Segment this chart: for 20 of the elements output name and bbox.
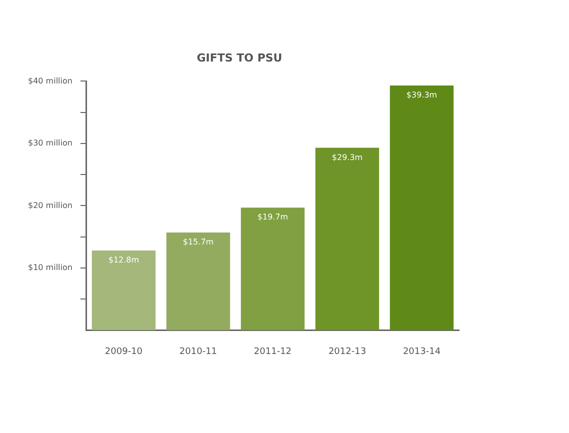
- bar: [315, 148, 380, 330]
- bar: [92, 250, 156, 330]
- y-tick-label: $10 million: [28, 263, 72, 272]
- x-tick-label: 2009-10: [104, 346, 143, 357]
- bar: [240, 208, 305, 330]
- data-label: $12.8m: [108, 256, 140, 265]
- y-tick-label: $20 million: [28, 200, 72, 210]
- y-tick-label: $30 million: [28, 138, 72, 148]
- x-tick-label: 2010-11: [179, 346, 218, 357]
- data-label: $29.3m: [332, 152, 363, 162]
- x-tick-label: 2011-12: [254, 346, 292, 357]
- x-tick-label: 2012-13: [328, 346, 366, 357]
- y-tick-label: $40 million: [28, 76, 72, 86]
- bar: [166, 232, 230, 330]
- chart-title: GIFTS TO PSU: [196, 51, 282, 64]
- x-tick-label: 2013-14: [402, 346, 441, 357]
- data-label: $39.3m: [406, 90, 438, 100]
- data-label: $15.7m: [182, 238, 214, 247]
- bar: [390, 86, 454, 330]
- data-label: $19.7m: [257, 212, 288, 222]
